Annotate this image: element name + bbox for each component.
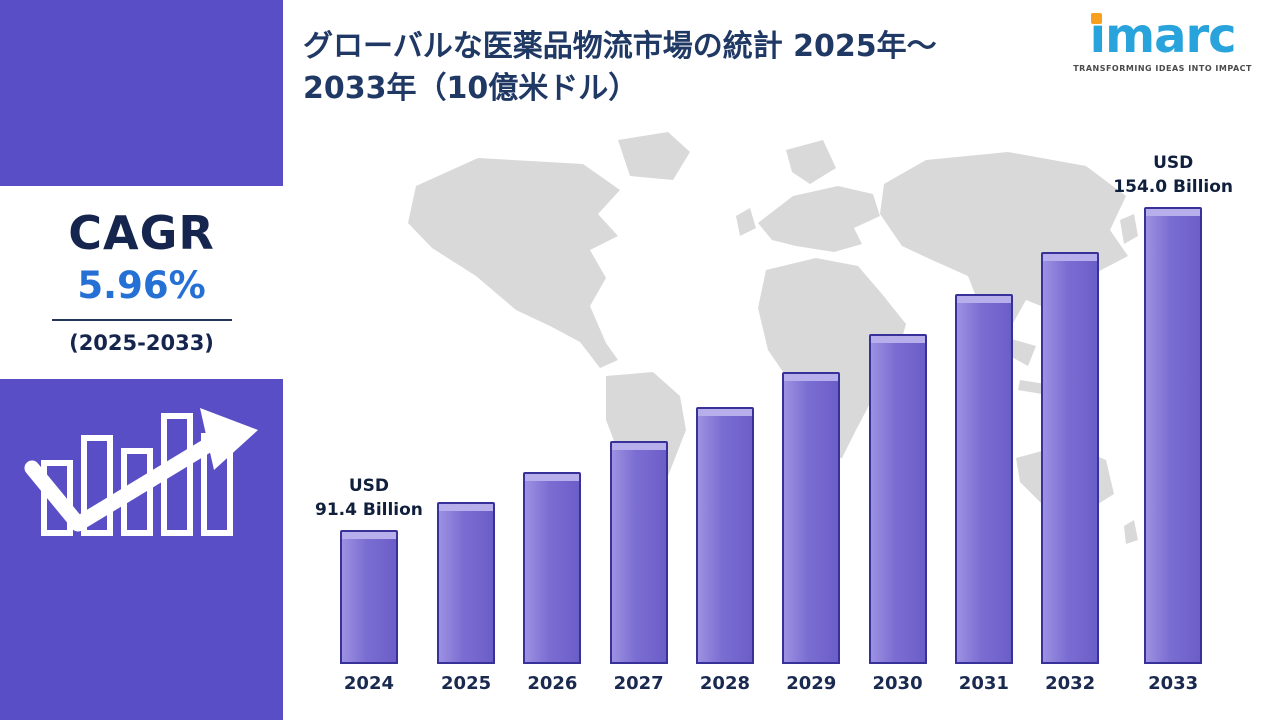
cagr-label: CAGR	[68, 206, 215, 260]
chart-panel: グローバルな医薬品物流市場の統計 2025年～ 2033年（10億米ドル） im…	[283, 0, 1280, 720]
brand-name-text: imarc	[1089, 8, 1237, 64]
bar-group: 2028	[682, 118, 768, 694]
logo-orange-dot-icon	[1090, 13, 1102, 24]
bar-2024	[339, 530, 398, 664]
brand-wordmark: imarc	[1090, 12, 1237, 60]
x-axis-label: 2025	[441, 673, 492, 694]
cagr-value: 5.96%	[77, 264, 206, 307]
bar-group: 2031	[941, 118, 1027, 694]
brand-logo: imarc TRANSFORMING IDEAS INTO IMPACT	[1073, 12, 1252, 73]
bar-2032	[1041, 252, 1100, 664]
bar-group: 2025	[423, 118, 509, 694]
cagr-divider	[51, 319, 232, 321]
bar-group: 2030	[854, 118, 940, 694]
cagr-card: CAGR 5.96% (2025-2033)	[0, 186, 283, 379]
bar-group: 2032	[1027, 118, 1113, 694]
x-axis-label: 2031	[958, 673, 1009, 694]
x-axis-label: 2027	[613, 673, 664, 694]
page-title: グローバルな医薬品物流市場の統計 2025年～ 2033年（10億米ドル）	[303, 26, 1073, 110]
growth-trend-icon	[24, 408, 258, 536]
x-axis-label: 2028	[699, 673, 751, 694]
bar-group: 2029	[768, 118, 854, 694]
x-axis-label: 2029	[786, 673, 837, 694]
up-arrow-icon	[24, 408, 258, 532]
x-axis-label: 2033	[1148, 673, 1199, 694]
bar-2027	[609, 441, 668, 664]
title-line-1: グローバルな医薬品物流市場の統計 2025年～	[303, 29, 937, 64]
x-axis-label: 2030	[872, 673, 923, 694]
bar-2028	[695, 407, 754, 664]
sidebar: CAGR 5.96% (2025-2033)	[0, 0, 283, 720]
bar-2033	[1144, 207, 1203, 664]
bar-value-label: USD 91.4 Billion	[315, 476, 423, 521]
bar-group: USD 154.0 Billion 2033	[1113, 118, 1233, 694]
bar-2031	[954, 294, 1013, 664]
x-axis-label: 2032	[1045, 673, 1096, 694]
x-axis-label: 2026	[527, 673, 578, 694]
bar-value-label: USD 154.0 Billion	[1113, 153, 1234, 198]
x-axis-label: 2024	[343, 673, 395, 694]
title-line-2: 2033年（10億米ドル）	[303, 71, 639, 106]
cagr-period: (2025-2033)	[69, 331, 214, 355]
bar-2026	[523, 472, 582, 664]
bar-group: USD 91.4 Billion 2024	[315, 118, 423, 694]
bar-chart: USD 91.4 Billion 2024 2025 2026 2027 2028 2029 2…	[315, 118, 1233, 694]
bar-group: 2027	[596, 118, 682, 694]
bar-2030	[868, 334, 927, 664]
bar-2029	[782, 372, 841, 664]
bar-group: 2026	[509, 118, 595, 694]
bar-2025	[437, 502, 496, 664]
brand-tagline: TRANSFORMING IDEAS INTO IMPACT	[1073, 64, 1252, 73]
